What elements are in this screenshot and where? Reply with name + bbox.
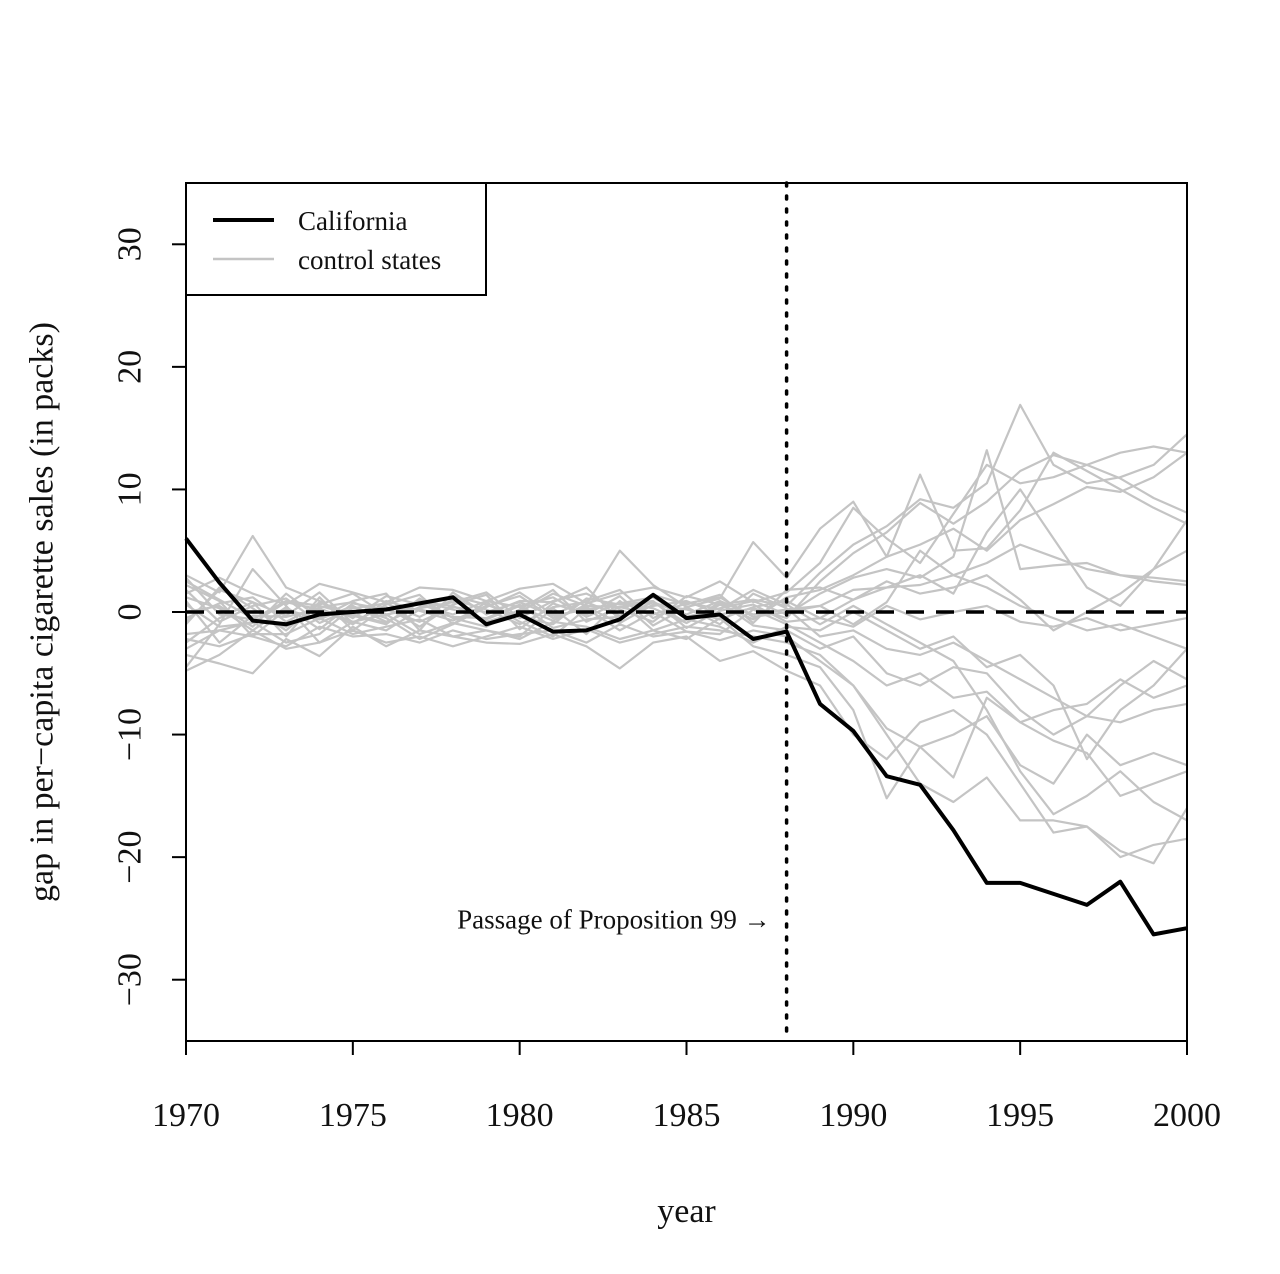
annotation: Passage of Proposition 99 →	[457, 904, 771, 934]
x-tick-label: 1995	[986, 1097, 1054, 1134]
x-tick-label: 2000	[1153, 1097, 1221, 1134]
legend-box	[185, 182, 487, 296]
control-state-line	[185, 601, 1188, 724]
x-tick-label: 1975	[319, 1097, 387, 1134]
control-state-line	[185, 445, 1188, 606]
x-tick-label: 1990	[819, 1097, 887, 1134]
x-axis-title: year	[657, 1193, 716, 1230]
y-axis: −30 −20 −10 0 10 20 30	[112, 183, 187, 1041]
y-tick-label: −10	[112, 708, 149, 761]
y-tick-label: −30	[112, 953, 149, 1006]
control-state-line	[185, 588, 1188, 822]
control-state-line	[185, 625, 1188, 865]
y-tick-label: 30	[112, 227, 149, 261]
control-state-line	[185, 488, 1188, 628]
control-state-line	[185, 549, 1188, 632]
y-axis-title: gap in per−capita cigarette sales (in pa…	[24, 322, 61, 902]
x-tick-label: 1970	[152, 1097, 220, 1134]
control-state-line	[185, 625, 1188, 859]
legend-label-control-states: control states	[298, 245, 441, 275]
y-tick-label: −20	[112, 831, 149, 884]
legend-label-california: California	[298, 206, 407, 236]
annotation-text: Passage of Proposition 99 →	[457, 904, 771, 934]
control-state-line	[185, 623, 1188, 785]
control-state-line	[185, 610, 1188, 761]
y-tick-label: 0	[112, 604, 149, 621]
x-tick-label: 1985	[653, 1097, 721, 1134]
control-state-line	[185, 543, 1188, 625]
control-state-line	[185, 584, 1188, 638]
y-tick-label: 20	[112, 350, 149, 384]
legend: California control states	[185, 182, 487, 296]
y-tick-label: 10	[112, 472, 149, 506]
control-state-lines	[185, 403, 1188, 865]
x-axis: 1970 1975 1980 1985 1990 1995 2000	[152, 1040, 1221, 1134]
california-line	[184, 537, 1188, 937]
x-tick-label: 1980	[486, 1097, 554, 1134]
